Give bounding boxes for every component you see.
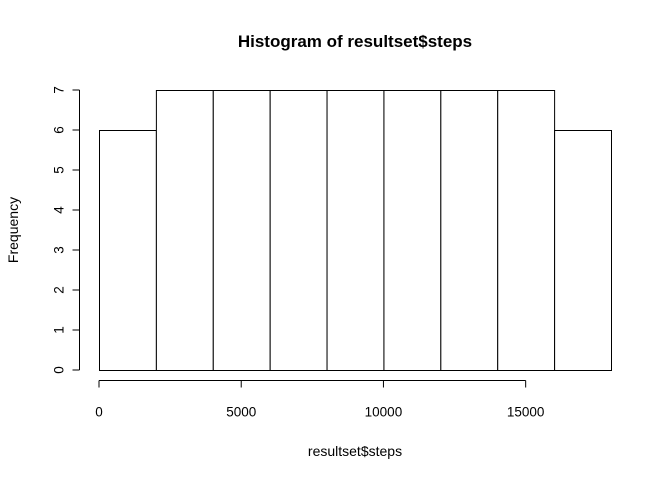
y-tick-label: 7 [52, 86, 67, 94]
histogram-bar-8 [497, 90, 556, 371]
y-tick-label: 1 [52, 326, 67, 334]
x-tick-label: 15000 [507, 405, 545, 420]
y-tick-label: 5 [52, 166, 67, 174]
histogram-bar-4 [269, 90, 328, 371]
x-tick-label: 10000 [365, 405, 403, 420]
x-axis-label: resultset$steps [308, 443, 402, 459]
bars-group [99, 90, 612, 371]
y-tick-label: 2 [52, 286, 67, 294]
x-axis: 0 5000 10000 15000 [95, 380, 545, 420]
y-axis-label: Frequency [5, 197, 21, 263]
histogram-bar-1 [99, 130, 157, 371]
histogram-bar-6 [383, 90, 442, 371]
y-tick-label: 0 [52, 366, 67, 374]
histogram-bar-9 [554, 130, 612, 371]
histogram-bar-7 [440, 90, 499, 371]
histogram-bar-3 [212, 90, 271, 371]
y-tick-label: 4 [52, 206, 67, 214]
y-tick-label: 6 [52, 126, 67, 134]
chart-title: Histogram of resultset$steps [238, 32, 472, 51]
y-axis: 0 1 2 3 4 5 6 7 [52, 86, 80, 374]
histogram-bar-2 [155, 90, 214, 371]
y-tick-label: 3 [52, 246, 67, 254]
histogram-bar-5 [326, 90, 385, 371]
x-tick-label: 5000 [226, 405, 256, 420]
x-tick-label: 0 [95, 405, 103, 420]
